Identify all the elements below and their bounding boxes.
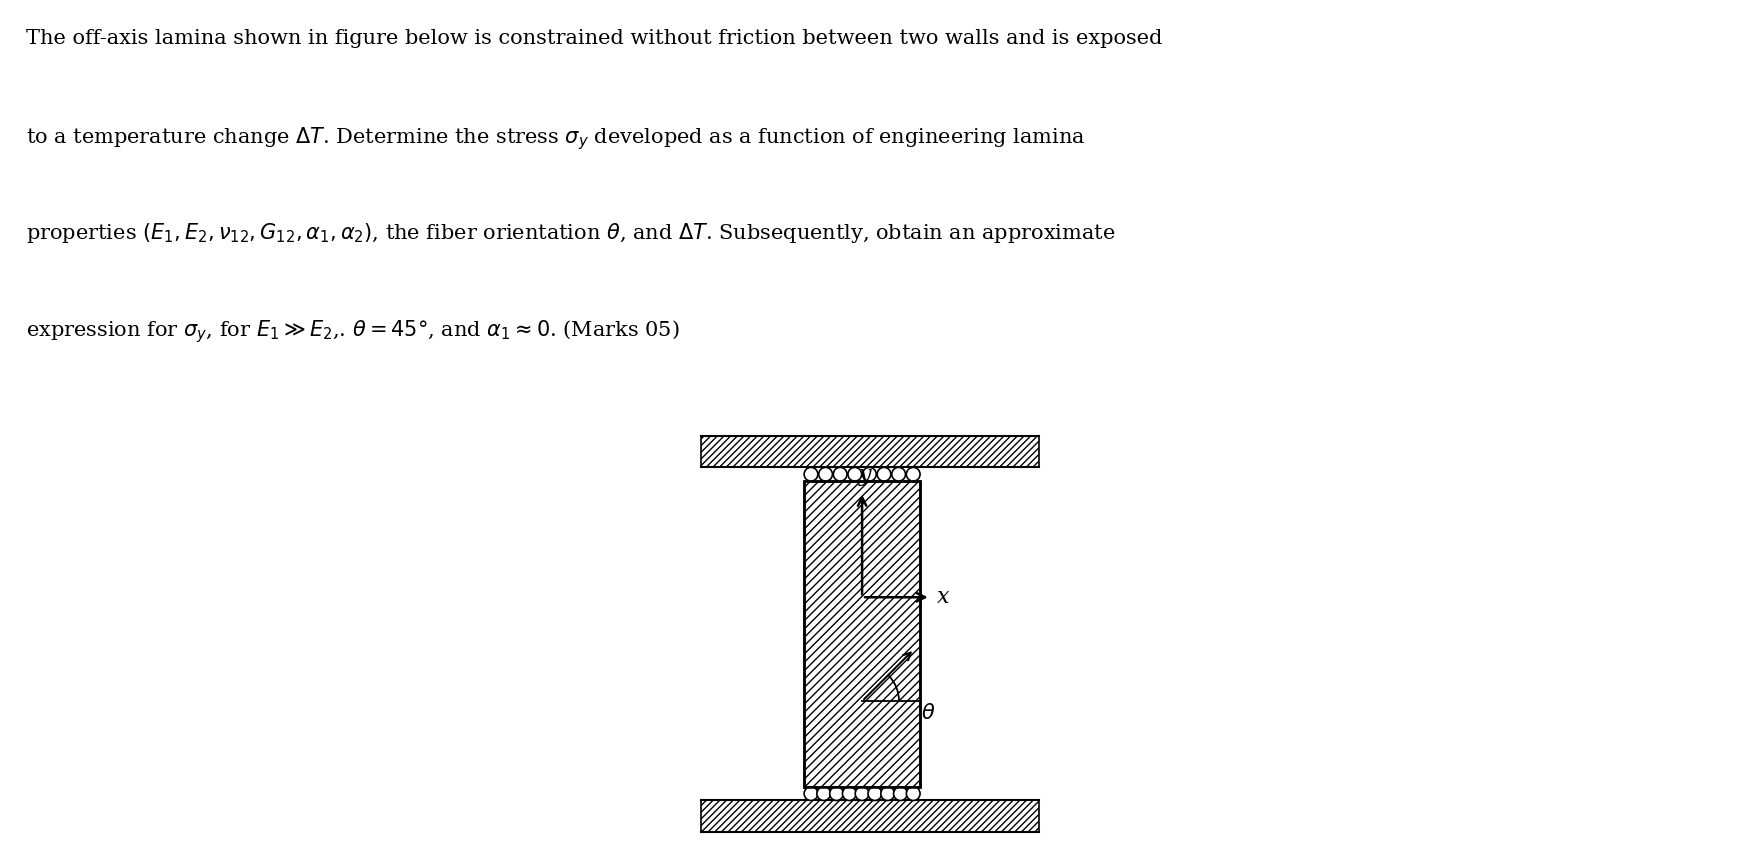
Text: properties $(E_1, E_2, \nu_{12}, G_{12}, \alpha_1, \alpha_2)$, the fiber orienta: properties $(E_1, E_2, \nu_{12}, G_{12},… [26,221,1115,246]
Circle shape [819,468,831,481]
Text: expression for $\sigma_y$, for $E_1 \gg E_2$,. $\theta = 45°$, and $\alpha_1 \ap: expression for $\sigma_y$, for $E_1 \gg … [26,318,680,344]
Circle shape [863,468,876,481]
Bar [701,436,1038,468]
Circle shape [856,787,868,801]
Text: x: x [936,586,949,609]
Circle shape [868,787,882,801]
Circle shape [803,787,817,801]
Circle shape [842,787,856,801]
Bar [701,801,1038,832]
Circle shape [830,787,843,801]
Text: y: y [857,463,871,485]
Bar [803,481,920,787]
Circle shape [906,468,920,481]
Bar [803,481,920,787]
Circle shape [833,468,847,481]
Circle shape [894,787,906,801]
Circle shape [816,787,830,801]
Text: $\theta$: $\theta$ [920,703,936,722]
Circle shape [847,468,861,481]
Circle shape [906,787,920,801]
Text: The off-axis lamina shown in figure below is constrained without friction betwee: The off-axis lamina shown in figure belo… [26,29,1162,48]
Circle shape [803,468,817,481]
Circle shape [892,468,904,481]
Circle shape [876,468,890,481]
Text: to a temperature change $\Delta T$. Determine the stress $\sigma_y$ developed as: to a temperature change $\Delta T$. Dete… [26,125,1085,152]
Circle shape [880,787,894,801]
